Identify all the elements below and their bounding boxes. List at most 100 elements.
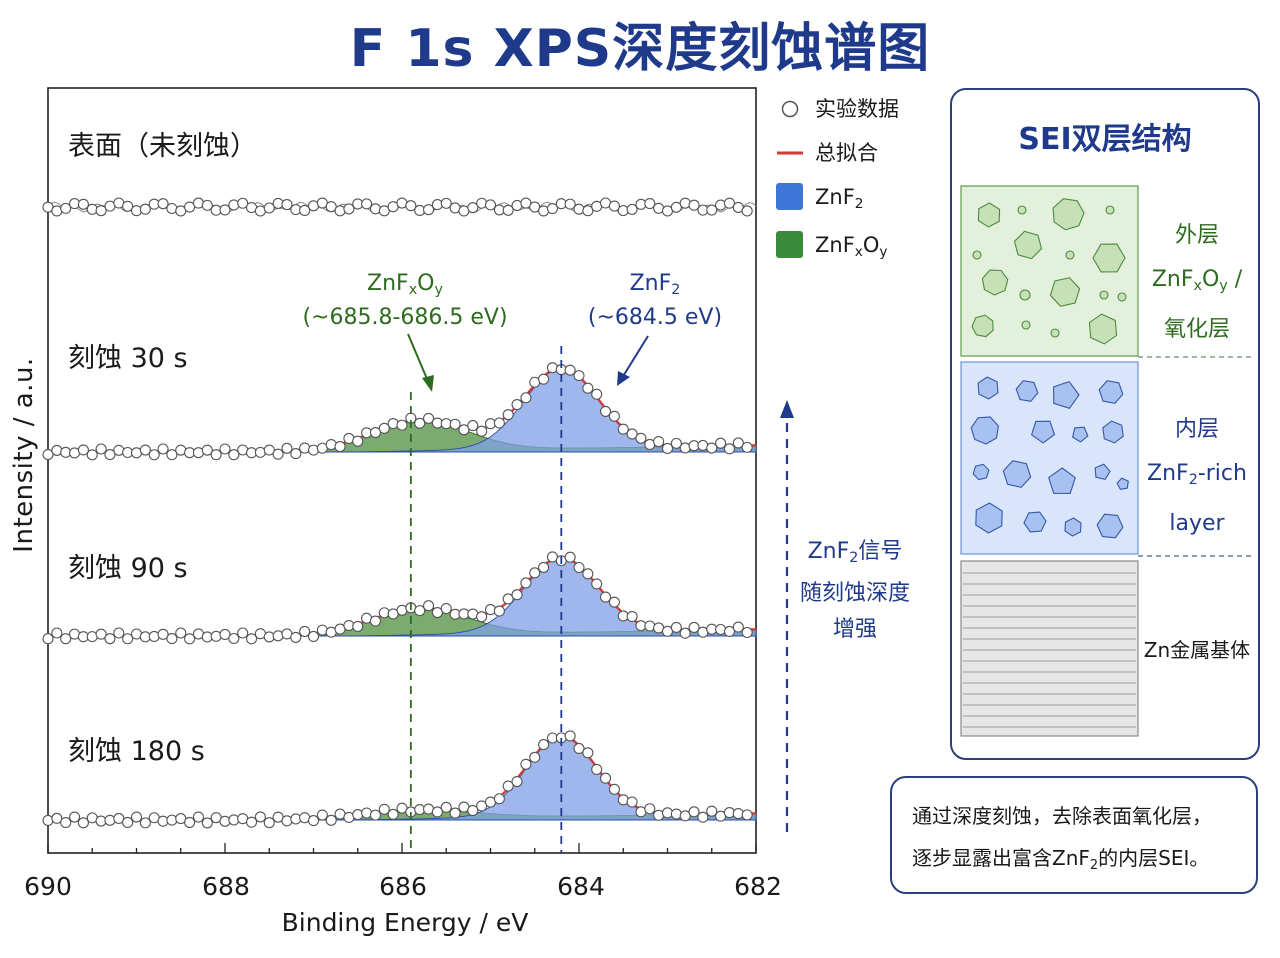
data-point [644, 803, 656, 815]
znf2-arrowhead [617, 371, 630, 386]
legend-exp-data: 实验数据 [775, 94, 899, 124]
data-point [130, 811, 143, 823]
oxide-particle [1088, 313, 1118, 345]
data-point [599, 772, 612, 784]
data-point [467, 420, 479, 432]
znfxoy-arrowhead [422, 375, 434, 392]
data-point [449, 418, 461, 430]
data-point [334, 441, 346, 453]
data-point [369, 203, 382, 215]
data-point [440, 801, 452, 813]
data-point [325, 439, 337, 451]
data-point [520, 577, 532, 589]
y-axis-label: Intensity / a.u. [9, 357, 39, 553]
x-axis-label: Binding Energy / eV [281, 908, 529, 937]
data-point [732, 621, 744, 633]
data-point [130, 205, 143, 217]
znf2-particle [1071, 426, 1089, 443]
data-point [573, 203, 585, 215]
data-point [414, 417, 426, 429]
data-point [529, 751, 541, 763]
x-tick-label: 688 [202, 872, 250, 901]
data-point [60, 817, 72, 829]
data-point [723, 197, 736, 209]
data-point [210, 449, 222, 461]
x-tick-label: 686 [379, 872, 427, 901]
data-point [679, 627, 691, 639]
data-point [422, 600, 435, 612]
note-line-1: 通过深度刻蚀，去除表面氧化层， [912, 804, 1212, 828]
znf2-particle [972, 463, 990, 481]
data-point [228, 632, 240, 645]
data-point [104, 449, 116, 461]
data-point [157, 628, 169, 640]
data-point [502, 593, 514, 605]
data-point [361, 198, 373, 210]
data-point [467, 202, 479, 214]
data-point [422, 412, 435, 424]
data-point [122, 633, 134, 645]
data-point [157, 443, 169, 455]
data-point [369, 809, 382, 821]
substrate-label: Zn金属基体 [1143, 638, 1251, 662]
data-point [166, 633, 178, 645]
data-point [201, 817, 213, 829]
oxide-particle [972, 250, 982, 260]
data-point [599, 405, 612, 417]
data-point [582, 205, 594, 217]
green-swatch-icon [776, 231, 803, 258]
data-point [263, 444, 275, 456]
spectrum-label-surface: 表面（未刻蚀） [68, 131, 257, 162]
data-point [60, 633, 72, 645]
data-point [237, 627, 249, 639]
spectrum-label-30s: 刻蚀 30 s [68, 343, 188, 374]
data-point [546, 202, 559, 215]
znf2-particle [1094, 463, 1111, 481]
data-point [493, 605, 505, 617]
data-point [626, 611, 638, 623]
data-point [573, 561, 585, 574]
legend-znf2: ZnF2 [775, 182, 863, 212]
data-point [538, 373, 550, 385]
data-point [307, 630, 320, 643]
data-point [422, 204, 435, 216]
znf2-particle [977, 376, 999, 400]
data-point [520, 758, 532, 770]
oxide-particle [1019, 289, 1031, 301]
data-point [77, 444, 89, 456]
data-point [706, 442, 718, 454]
data-point [573, 370, 585, 382]
data-point [723, 443, 736, 455]
legend-znfxoy: ZnFxOy [775, 230, 887, 260]
data-point [608, 596, 620, 608]
oxide-particle [1017, 205, 1027, 215]
data-point [122, 200, 134, 212]
data-point [307, 444, 320, 456]
data-point [246, 633, 258, 645]
znf2-particle [1030, 420, 1056, 444]
data-point [95, 443, 107, 455]
x-tick-label: 684 [557, 872, 605, 901]
legend-total-fit: 总拟合 [775, 138, 878, 168]
inner-layer-label: 内层 ZnF2-rich layer [1147, 417, 1247, 536]
data-point [520, 392, 532, 404]
data-point [608, 200, 620, 212]
data-point [573, 742, 585, 755]
data-point [502, 204, 514, 216]
data-point [95, 205, 107, 217]
data-point [484, 604, 497, 616]
data-point [51, 812, 63, 824]
data-point [396, 419, 408, 431]
oxide-particle [1013, 230, 1043, 260]
znf2-particle [1053, 380, 1080, 409]
data-point [299, 204, 311, 217]
data-point [582, 382, 594, 394]
data-point [122, 816, 134, 829]
data-point [440, 603, 452, 615]
data-point [69, 811, 81, 823]
data-point [378, 803, 390, 815]
data-point [139, 203, 151, 215]
znf2-particle [1102, 420, 1124, 444]
data-point [175, 627, 187, 639]
